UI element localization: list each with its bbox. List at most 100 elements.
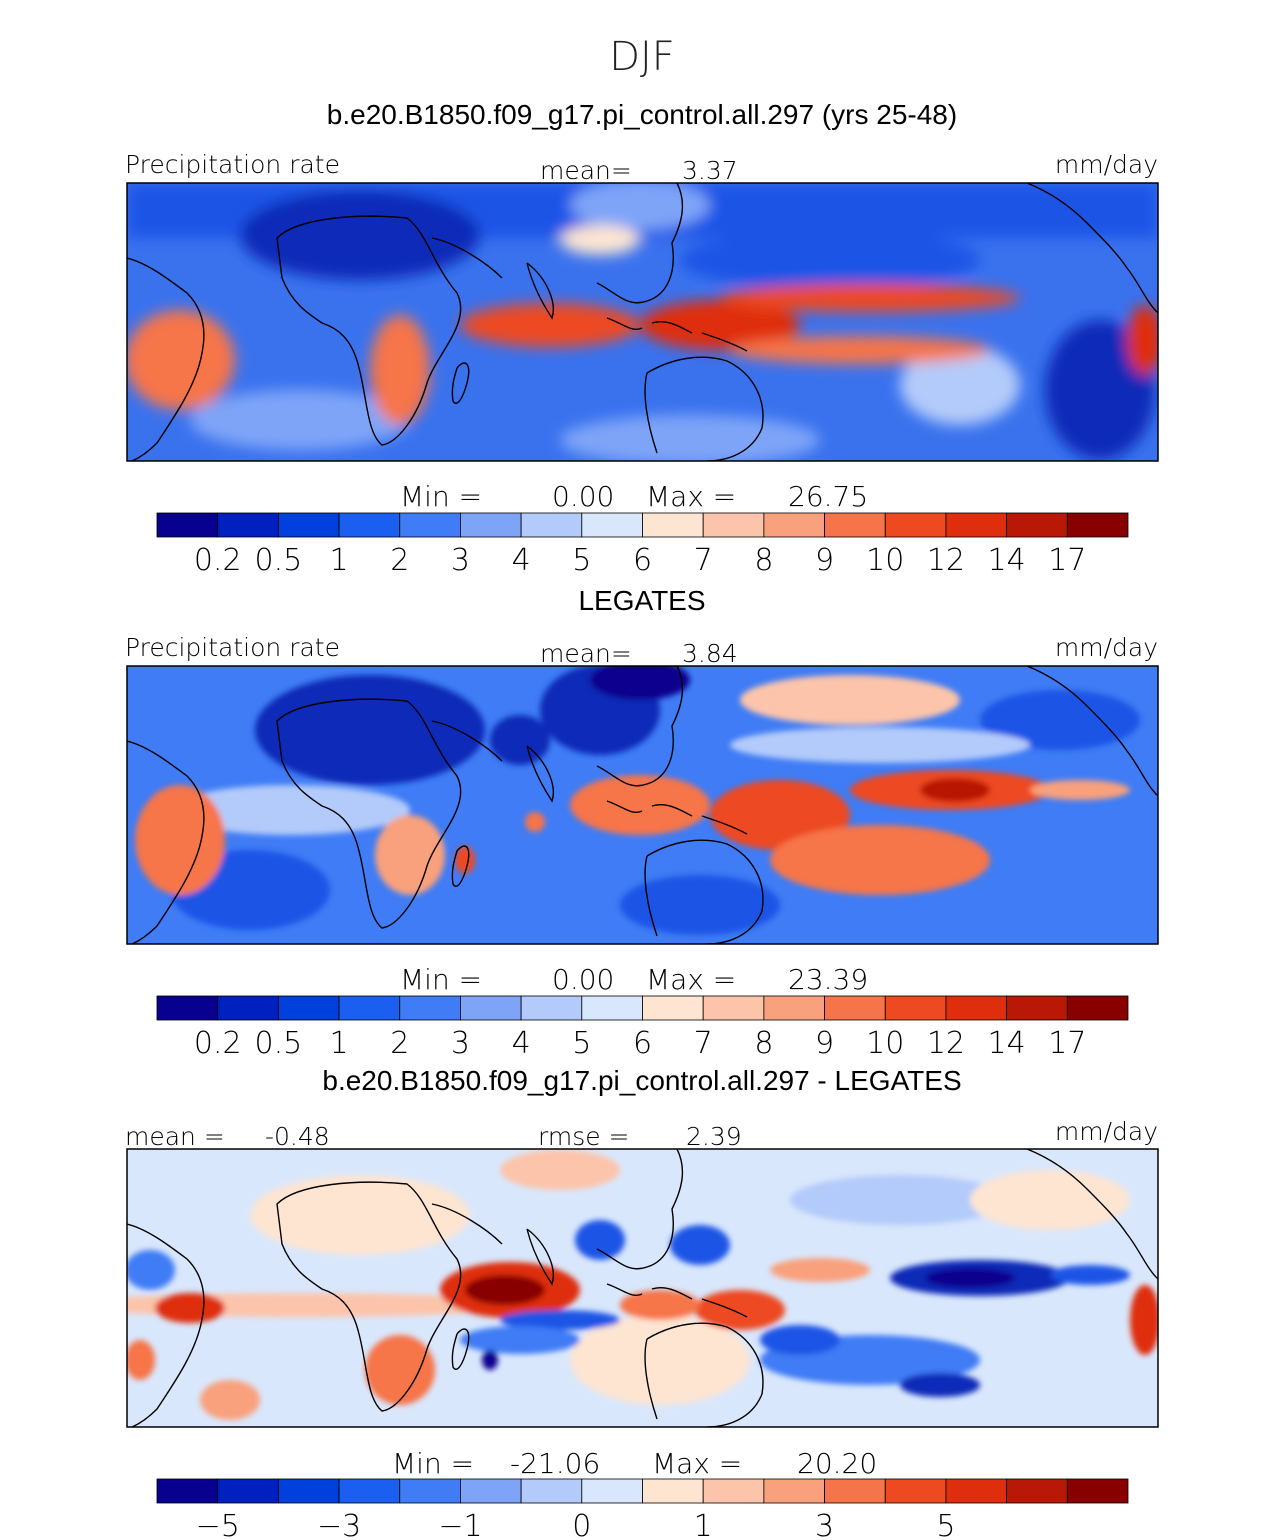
colorbar-tick-label: 9 xyxy=(815,543,834,578)
colorbar-swatch xyxy=(338,1478,401,1504)
colorbar-swatch xyxy=(945,1478,1008,1504)
colorbar-tick-label: −1 xyxy=(438,1509,482,1540)
colorbar-tick-label: 5 xyxy=(936,1509,955,1540)
colorbar-tick-label: 12 xyxy=(927,543,965,578)
panel-1-left-label: Precipitation rate xyxy=(125,150,340,179)
colorbar-tick-label: 7 xyxy=(694,1026,713,1061)
colorbar-tick-label: 3 xyxy=(815,1509,834,1540)
colorbar-tick-label: 8 xyxy=(754,543,773,578)
colorbar-tick-label: 0.2 xyxy=(194,1026,242,1061)
colorbar-swatch xyxy=(338,512,401,538)
panel-1-map xyxy=(127,183,1158,461)
colorbar-swatch xyxy=(217,995,279,1021)
season-title: DJF xyxy=(609,34,675,80)
colorbar-tick-label: 2 xyxy=(390,1026,409,1061)
panel-2-stat-label: mean= xyxy=(540,639,632,668)
panel-1-min-label: Min = xyxy=(400,480,482,513)
colorbar-swatch xyxy=(399,995,461,1021)
colorbar-swatch xyxy=(460,1478,522,1504)
colorbar-swatch xyxy=(277,512,340,538)
colorbar-swatch xyxy=(581,995,643,1021)
panel-3-min-value: -21.06 xyxy=(510,1447,600,1480)
colorbar-swatch xyxy=(1006,995,1068,1021)
colorbar-tick-label: 1 xyxy=(694,1509,713,1540)
colorbar-swatch xyxy=(702,1478,765,1504)
panel-1-max-value: 26.75 xyxy=(788,480,868,513)
colorbar-tick-label: 2 xyxy=(390,543,409,578)
panel-1-colorbar: 0.2 0.5 1 2 3 4 5 6 7 8 9 10 12 14 17 xyxy=(156,512,1129,578)
panel-2-stat-value: 3.84 xyxy=(682,639,738,668)
colorbar-swatch xyxy=(702,512,765,538)
colorbar-swatch xyxy=(884,1478,947,1504)
colorbar-swatch xyxy=(520,1478,583,1504)
colorbar-swatch xyxy=(520,512,583,538)
colorbar-swatch xyxy=(884,512,947,538)
colorbar-swatch xyxy=(156,512,219,538)
panel-2-left-label: Precipitation rate xyxy=(125,633,340,662)
panel-2-map xyxy=(127,666,1158,944)
panel-1-stat-label: mean= xyxy=(540,156,632,185)
panel-3-min-label: Min = xyxy=(392,1447,474,1480)
colorbar-tick-label: −5 xyxy=(196,1509,240,1540)
colorbar-tick-label: 10 xyxy=(866,1026,904,1061)
colorbar-swatch xyxy=(581,512,643,538)
panel-2-min-value: 0.00 xyxy=(552,963,614,996)
colorbar-tick-label: 7 xyxy=(694,543,713,578)
panel-1-max-label: Max = xyxy=(646,480,736,513)
colorbar-swatch xyxy=(824,512,886,538)
panel-3-stat-value: 2.39 xyxy=(686,1122,742,1151)
colorbar-swatch xyxy=(763,1478,825,1504)
panel-3-left-label: mean = xyxy=(125,1122,225,1151)
colorbar-tick-label: 17 xyxy=(1048,543,1086,578)
colorbar-tick-label: 4 xyxy=(512,543,531,578)
panel-3-left-value: -0.48 xyxy=(265,1122,330,1151)
colorbar-tick-label: 5 xyxy=(572,1026,591,1061)
colorbar-tick-label: 6 xyxy=(633,1026,652,1061)
panel-2-colorbar: 0.2 0.5 1 2 3 4 5 6 7 8 9 10 12 14 17 xyxy=(156,995,1129,1061)
colorbar-swatch xyxy=(581,1478,643,1504)
colorbar-swatch xyxy=(702,995,765,1021)
colorbar-swatch xyxy=(884,995,947,1021)
panel-1-stat-value: 3.37 xyxy=(682,156,738,185)
panel-3-title: b.e20.B1850.f09_g17.pi_control.all.297 -… xyxy=(322,1065,961,1096)
colorbar-tick-label: 17 xyxy=(1048,1026,1086,1061)
colorbar-tick-label: 5 xyxy=(572,543,591,578)
panel-diff: b.e20.B1850.f09_g17.pi_control.all.297 -… xyxy=(125,1065,1159,1540)
colorbar-tick-label: 14 xyxy=(988,543,1026,578)
colorbar-swatch xyxy=(217,512,279,538)
colorbar-tick-label: 0 xyxy=(572,1509,591,1540)
panel-obs: LEGATES Precipitation rate mean= 3.84 mm… xyxy=(125,585,1159,1061)
panel-3-colorbar: −5 −3 −1 0 1 3 5 xyxy=(156,1478,1129,1540)
panel-1-title: b.e20.B1850.f09_g17.pi_control.all.297 (… xyxy=(327,99,957,130)
colorbar-swatch xyxy=(399,512,461,538)
colorbar-swatch xyxy=(1066,1478,1129,1504)
colorbar-swatch xyxy=(1006,1478,1068,1504)
colorbar-swatch xyxy=(460,512,522,538)
colorbar-swatch xyxy=(642,512,704,538)
panel-2-title: LEGATES xyxy=(578,585,705,616)
colorbar-swatch xyxy=(642,995,704,1021)
panel-2-min-label: Min = xyxy=(400,963,482,996)
colorbar-tick-label: 14 xyxy=(988,1026,1026,1061)
colorbar-tick-label: 0.5 xyxy=(255,1026,303,1061)
colorbar-swatch xyxy=(156,995,219,1021)
colorbar-tick-label: 1 xyxy=(330,543,349,578)
colorbar-swatch xyxy=(824,1478,886,1504)
colorbar-tick-label: 3 xyxy=(451,543,470,578)
colorbar-tick-label: 0.2 xyxy=(194,543,242,578)
panel-model: b.e20.B1850.f09_g17.pi_control.all.297 (… xyxy=(125,99,1159,578)
panel-3-map xyxy=(127,1149,1158,1427)
colorbar-swatch xyxy=(277,1478,340,1504)
panel-1-units: mm/day xyxy=(1055,150,1158,179)
colorbar-tick-label: −3 xyxy=(317,1509,361,1540)
panel-1-min-value: 0.00 xyxy=(552,480,614,513)
colorbar-tick-label: 6 xyxy=(633,543,652,578)
panel-3-units: mm/day xyxy=(1055,1117,1158,1146)
panel-2-max-label: Max = xyxy=(646,963,736,996)
colorbar-swatch xyxy=(338,995,401,1021)
colorbar-tick-label: 8 xyxy=(754,1026,773,1061)
colorbar-swatch xyxy=(460,995,522,1021)
colorbar-tick-label: 10 xyxy=(866,543,904,578)
colorbar-tick-label: 4 xyxy=(512,1026,531,1061)
